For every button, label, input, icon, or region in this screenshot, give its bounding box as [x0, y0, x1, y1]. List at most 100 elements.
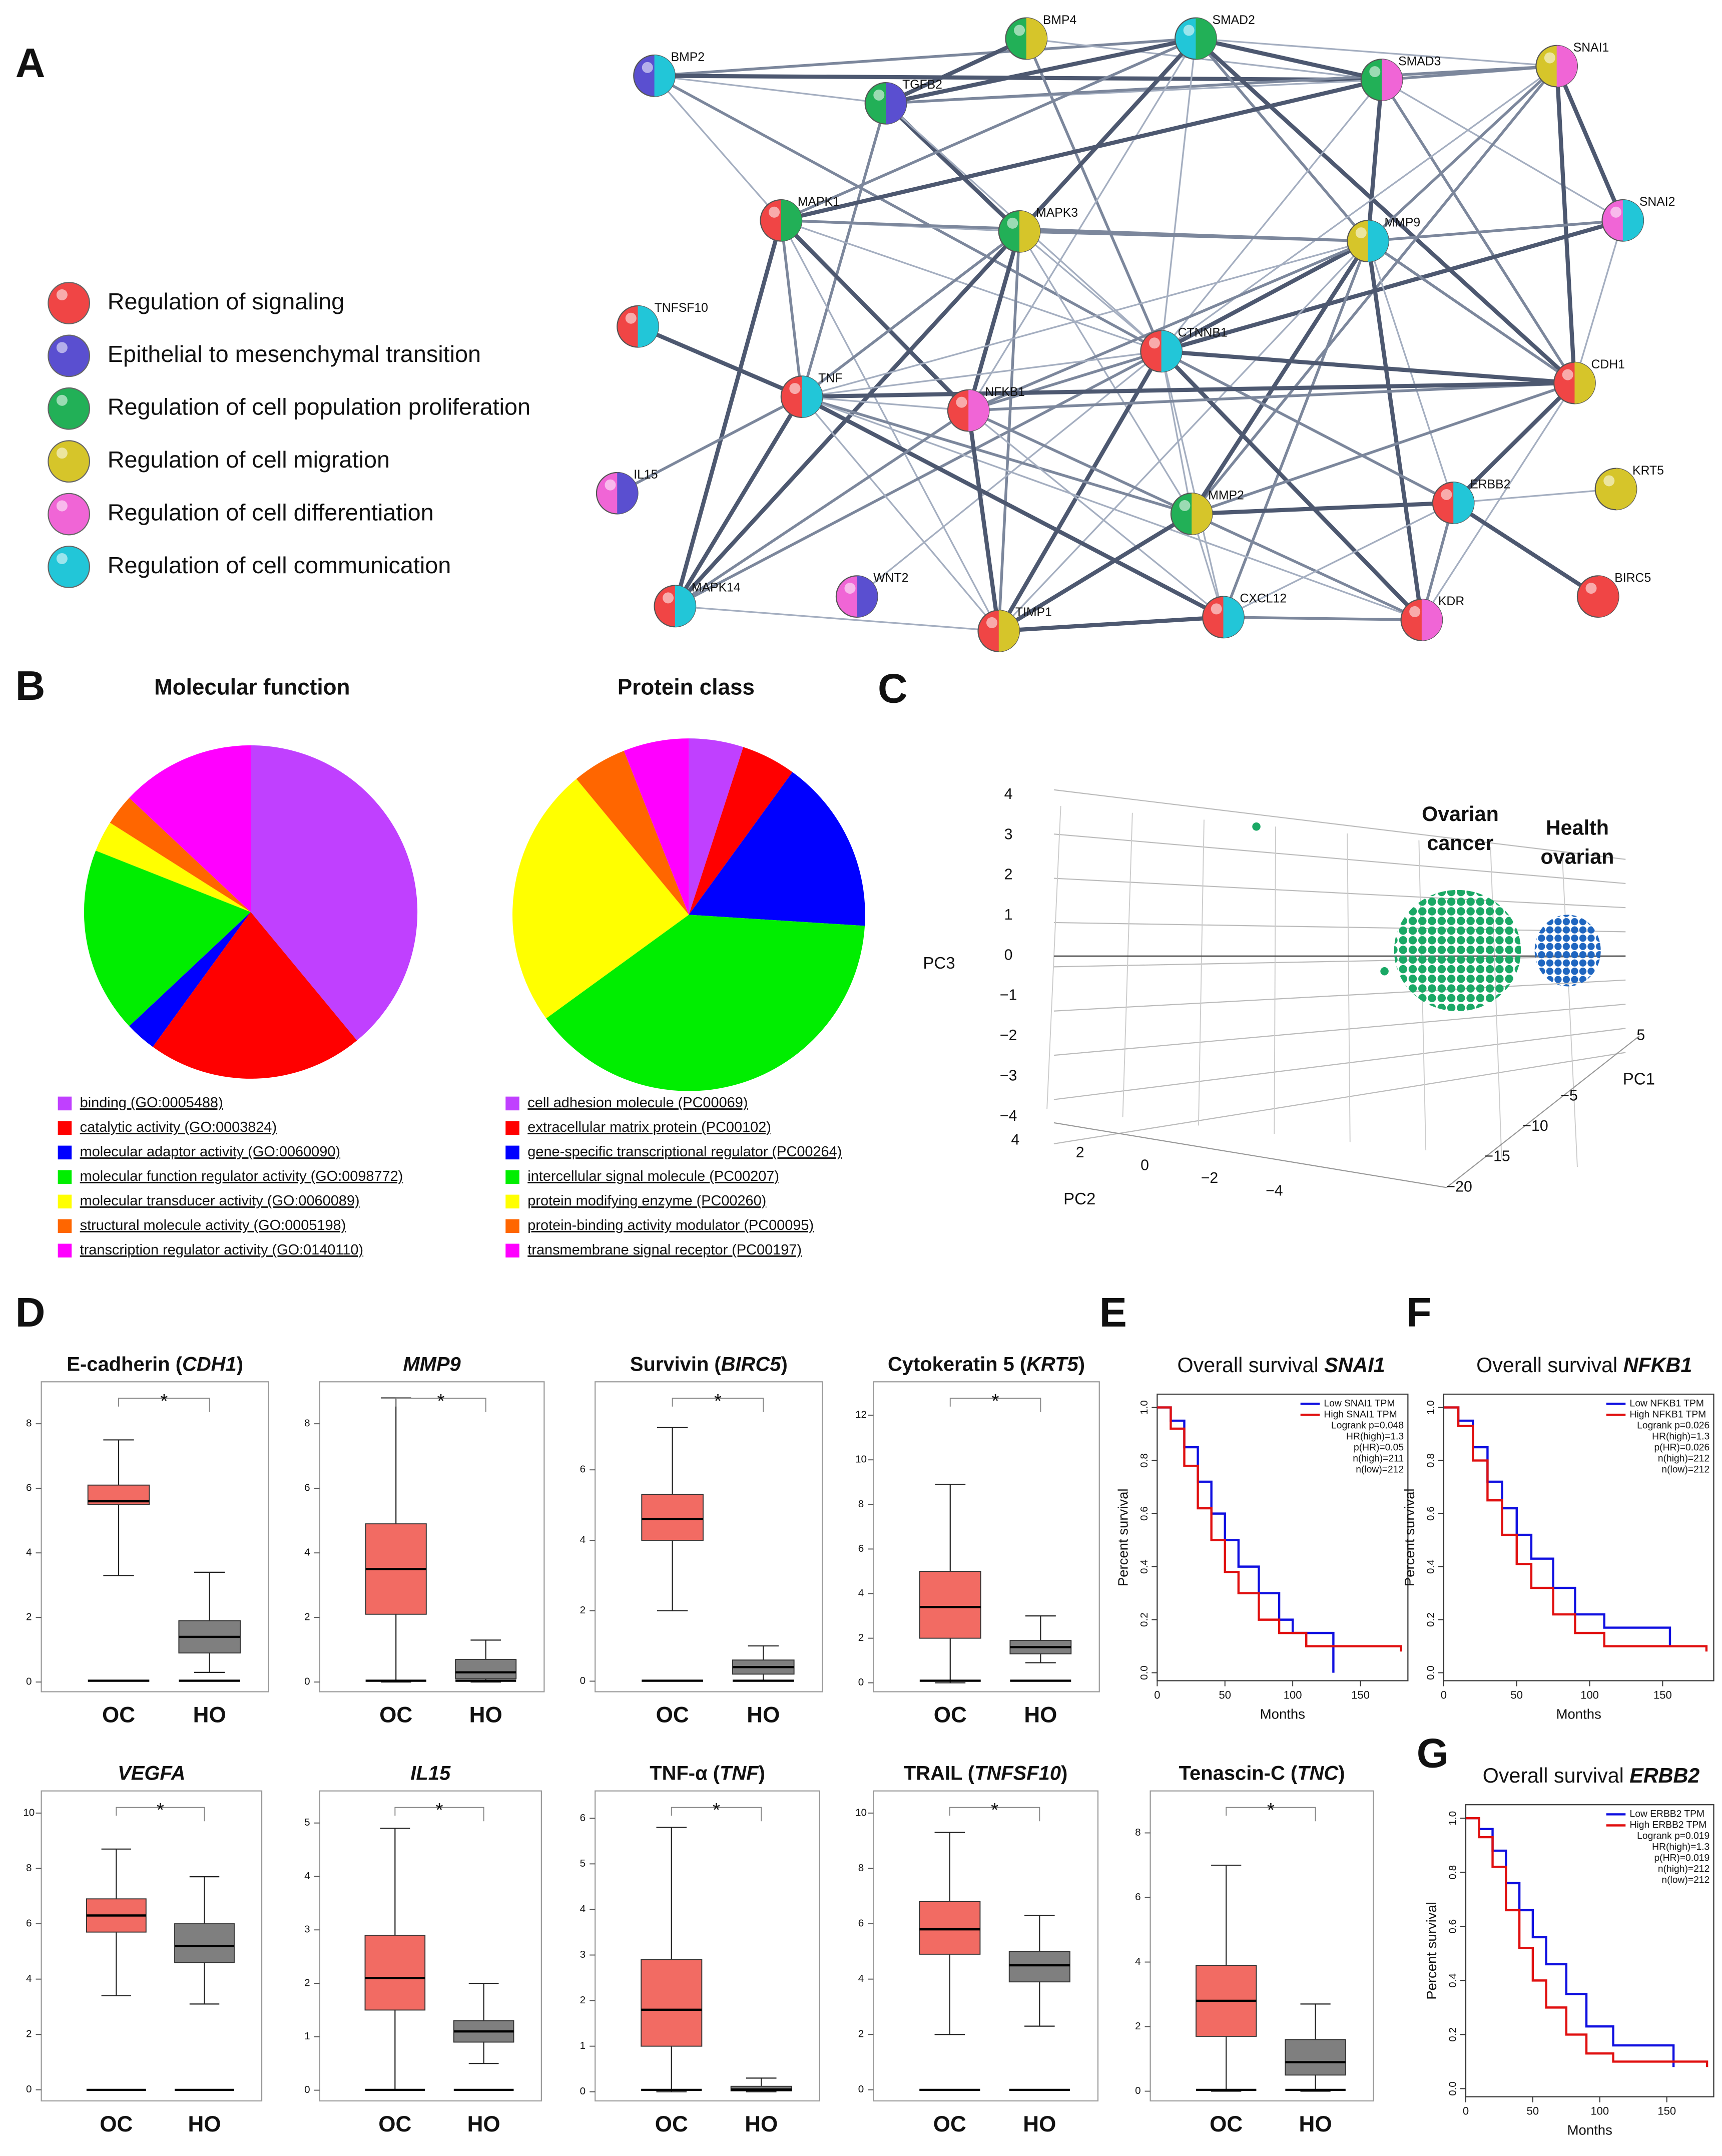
network-edge [967, 38, 1197, 411]
node-shine [956, 396, 967, 408]
network-node: MMP9 [1347, 216, 1420, 262]
network-edge [1161, 349, 1575, 385]
outlier [1252, 822, 1261, 831]
legend-swatch [58, 1170, 72, 1184]
y-tick-label: 10 [855, 1807, 867, 1818]
legend-label: Regulation of cell population proliferat… [108, 394, 530, 420]
plot-frame [41, 1790, 263, 2102]
significance-bracket [949, 1807, 1040, 1822]
stat-label: n(high)=212 [1658, 1454, 1709, 1464]
pie-slice [546, 915, 865, 1091]
network-edge [801, 230, 1020, 398]
node-shine [605, 479, 616, 491]
group-label: Ovarian [1422, 802, 1499, 825]
node-shine [1179, 500, 1191, 512]
node-half [1556, 45, 1577, 87]
node-half [968, 389, 989, 432]
significance-bracket [116, 1807, 205, 1822]
y-tick-label: 0.2 [1425, 1612, 1437, 1627]
y-tick-label: 1.0 [1425, 1400, 1437, 1415]
node-half [638, 305, 659, 347]
node-half [802, 376, 823, 417]
y-tick-label: 2 [304, 1611, 310, 1623]
title-part: IL15 [410, 1762, 451, 1784]
network-node: CDH1 [1553, 358, 1625, 404]
legend-swatch [505, 1219, 519, 1233]
network-node: KRT5 [1594, 464, 1664, 511]
grid-line [1053, 789, 1626, 860]
network-edge [654, 75, 886, 105]
legend-swatch [58, 1243, 72, 1258]
network-edge [654, 75, 782, 221]
network-edge [1191, 501, 1454, 516]
legend-swatch [48, 440, 91, 483]
network-edge [1019, 230, 1368, 243]
significance-bracket [1226, 1807, 1316, 1822]
network-node: SNAI2 [1601, 195, 1675, 242]
xticks-label: 5 [1636, 1027, 1645, 1044]
legend-shine [56, 342, 68, 353]
network-edge [1194, 37, 1576, 385]
grid-line [1198, 819, 1205, 1126]
y-tick-label: 6 [26, 1482, 32, 1494]
node-label: MAPK3 [1036, 206, 1078, 220]
network-edge [1160, 38, 1197, 351]
group-label: ovarian [1541, 845, 1614, 868]
stat-label: HR(high)=1.3 [1652, 1842, 1709, 1853]
legend-label: molecular function regulator activity (G… [80, 1168, 403, 1184]
legend-label: High NFKB1 TPM [1630, 1409, 1706, 1420]
node-half [1622, 200, 1644, 241]
panel-label: C [878, 665, 908, 711]
legend-swatch [505, 1145, 519, 1160]
significance-label: * [157, 1800, 164, 1821]
node-half [1161, 330, 1182, 372]
network-edge [1025, 38, 1163, 352]
title-part: Survivin ( [630, 1353, 722, 1375]
y-tick-label: 8 [304, 1418, 310, 1429]
y-tick-label: 1 [304, 2030, 310, 2042]
node-shine [1007, 217, 1018, 229]
legend-label: Regulation of cell communication [108, 552, 451, 578]
x-tick-label: 100 [1284, 1689, 1302, 1701]
network-node: TIMP1 [977, 606, 1052, 652]
x-tick-label: OC [379, 1703, 412, 1728]
title-part: TNC [1297, 1762, 1339, 1784]
box [455, 1659, 517, 1679]
y-tick-label: 2 [26, 2028, 32, 2040]
title-part: Overall survival [1483, 1764, 1630, 1787]
x-tick-label: 50 [1219, 1689, 1231, 1701]
title-part: Cytokeratin 5 ( [888, 1353, 1027, 1375]
node-shine [1544, 52, 1555, 64]
plot-frame [319, 1790, 542, 2102]
node-shine [1562, 369, 1573, 380]
network-edge [998, 240, 1369, 632]
y-tick-label: 2 [26, 1611, 32, 1623]
grid-line [1053, 979, 1626, 1012]
node-half [1196, 18, 1217, 60]
node-label: BIRC5 [1614, 571, 1651, 585]
pie-slice [96, 822, 251, 912]
axis-line [1053, 1122, 1447, 1188]
node-half [1616, 468, 1637, 510]
legend-label: gene-specific transcriptional regulator … [527, 1144, 842, 1160]
yticks-label: 4 [1011, 1132, 1019, 1148]
legend-label: cell adhesion molecule (PC00069) [527, 1095, 748, 1111]
network-edge [1573, 220, 1624, 383]
network-edge [637, 324, 803, 399]
node-label: MAPK1 [798, 195, 840, 209]
y-tick-label: 0.6 [1138, 1506, 1150, 1521]
significance-bracket [118, 1398, 210, 1412]
network-edge [885, 37, 1197, 106]
grid-line [1053, 922, 1626, 933]
network-edge [654, 74, 1382, 82]
legend-shine [56, 500, 68, 512]
pie-slice [251, 745, 418, 1041]
title-part: TNFSF10 [974, 1762, 1061, 1784]
legend-label: Regulation of cell migration [108, 447, 390, 473]
x-tick-label: OC [100, 2112, 133, 2136]
node-half [1574, 362, 1595, 404]
y-tick-label: 2 [858, 2028, 864, 2040]
node-label: TIMP1 [1015, 606, 1052, 619]
z-tick-label: −1 [1000, 987, 1017, 1004]
